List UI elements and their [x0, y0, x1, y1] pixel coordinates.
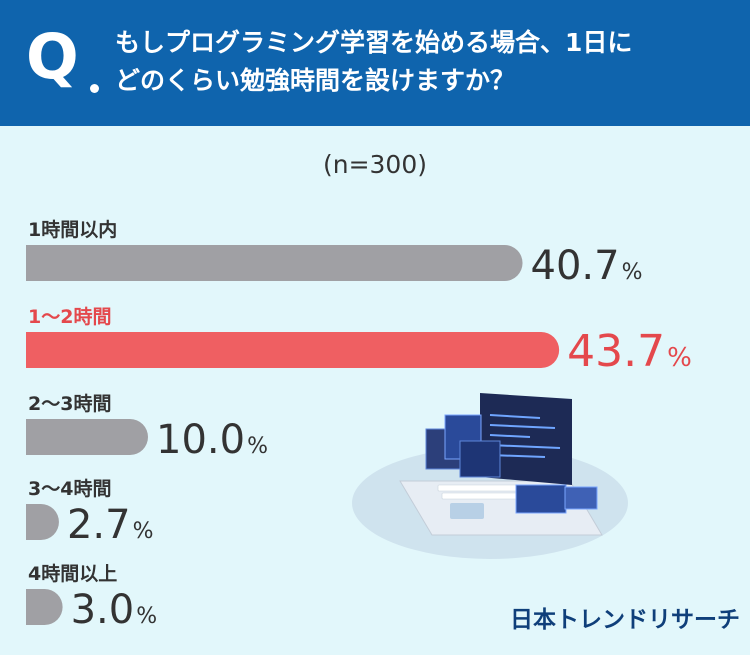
category-label: 2〜3時間 — [28, 393, 111, 415]
bar — [26, 245, 523, 281]
value-label: 10.0% — [156, 417, 268, 463]
laptop-illustration — [352, 393, 628, 559]
bar — [26, 419, 148, 455]
question-header: Q もしプログラミング学習を始める場合、1日に どのくらい勉強時間を設けますか？ — [0, 0, 750, 126]
bar — [26, 332, 560, 368]
bar — [26, 504, 59, 540]
question-mark: Q — [26, 20, 79, 93]
value-label: 40.7% — [531, 243, 643, 289]
value-label: 3.0% — [71, 587, 158, 633]
bar — [26, 589, 63, 625]
category-label: 1時間以内 — [28, 218, 117, 241]
brand-logo: 日本トレンドリサーチ — [510, 607, 740, 633]
question-text: もしプログラミング学習を始める場合、1日に どのくらい勉強時間を設けますか？ — [115, 24, 632, 100]
category-label: 1〜2時間 — [28, 306, 111, 328]
category-label: 3〜4時間 — [28, 478, 111, 500]
value-label: 2.7% — [67, 502, 154, 548]
laptop-trackpad — [450, 503, 484, 519]
value-label: 43.7% — [567, 326, 692, 377]
question-line-2: どのくらい勉強時間を設けますか？ — [115, 66, 516, 95]
floating-windows — [425, 414, 598, 514]
category-label: 4時間以上 — [28, 563, 117, 585]
sample-size-label: (n=300) — [322, 150, 428, 179]
question-mark-dot — [90, 84, 99, 93]
question-line-1: もしプログラミング学習を始める場合、1日に — [115, 28, 633, 57]
